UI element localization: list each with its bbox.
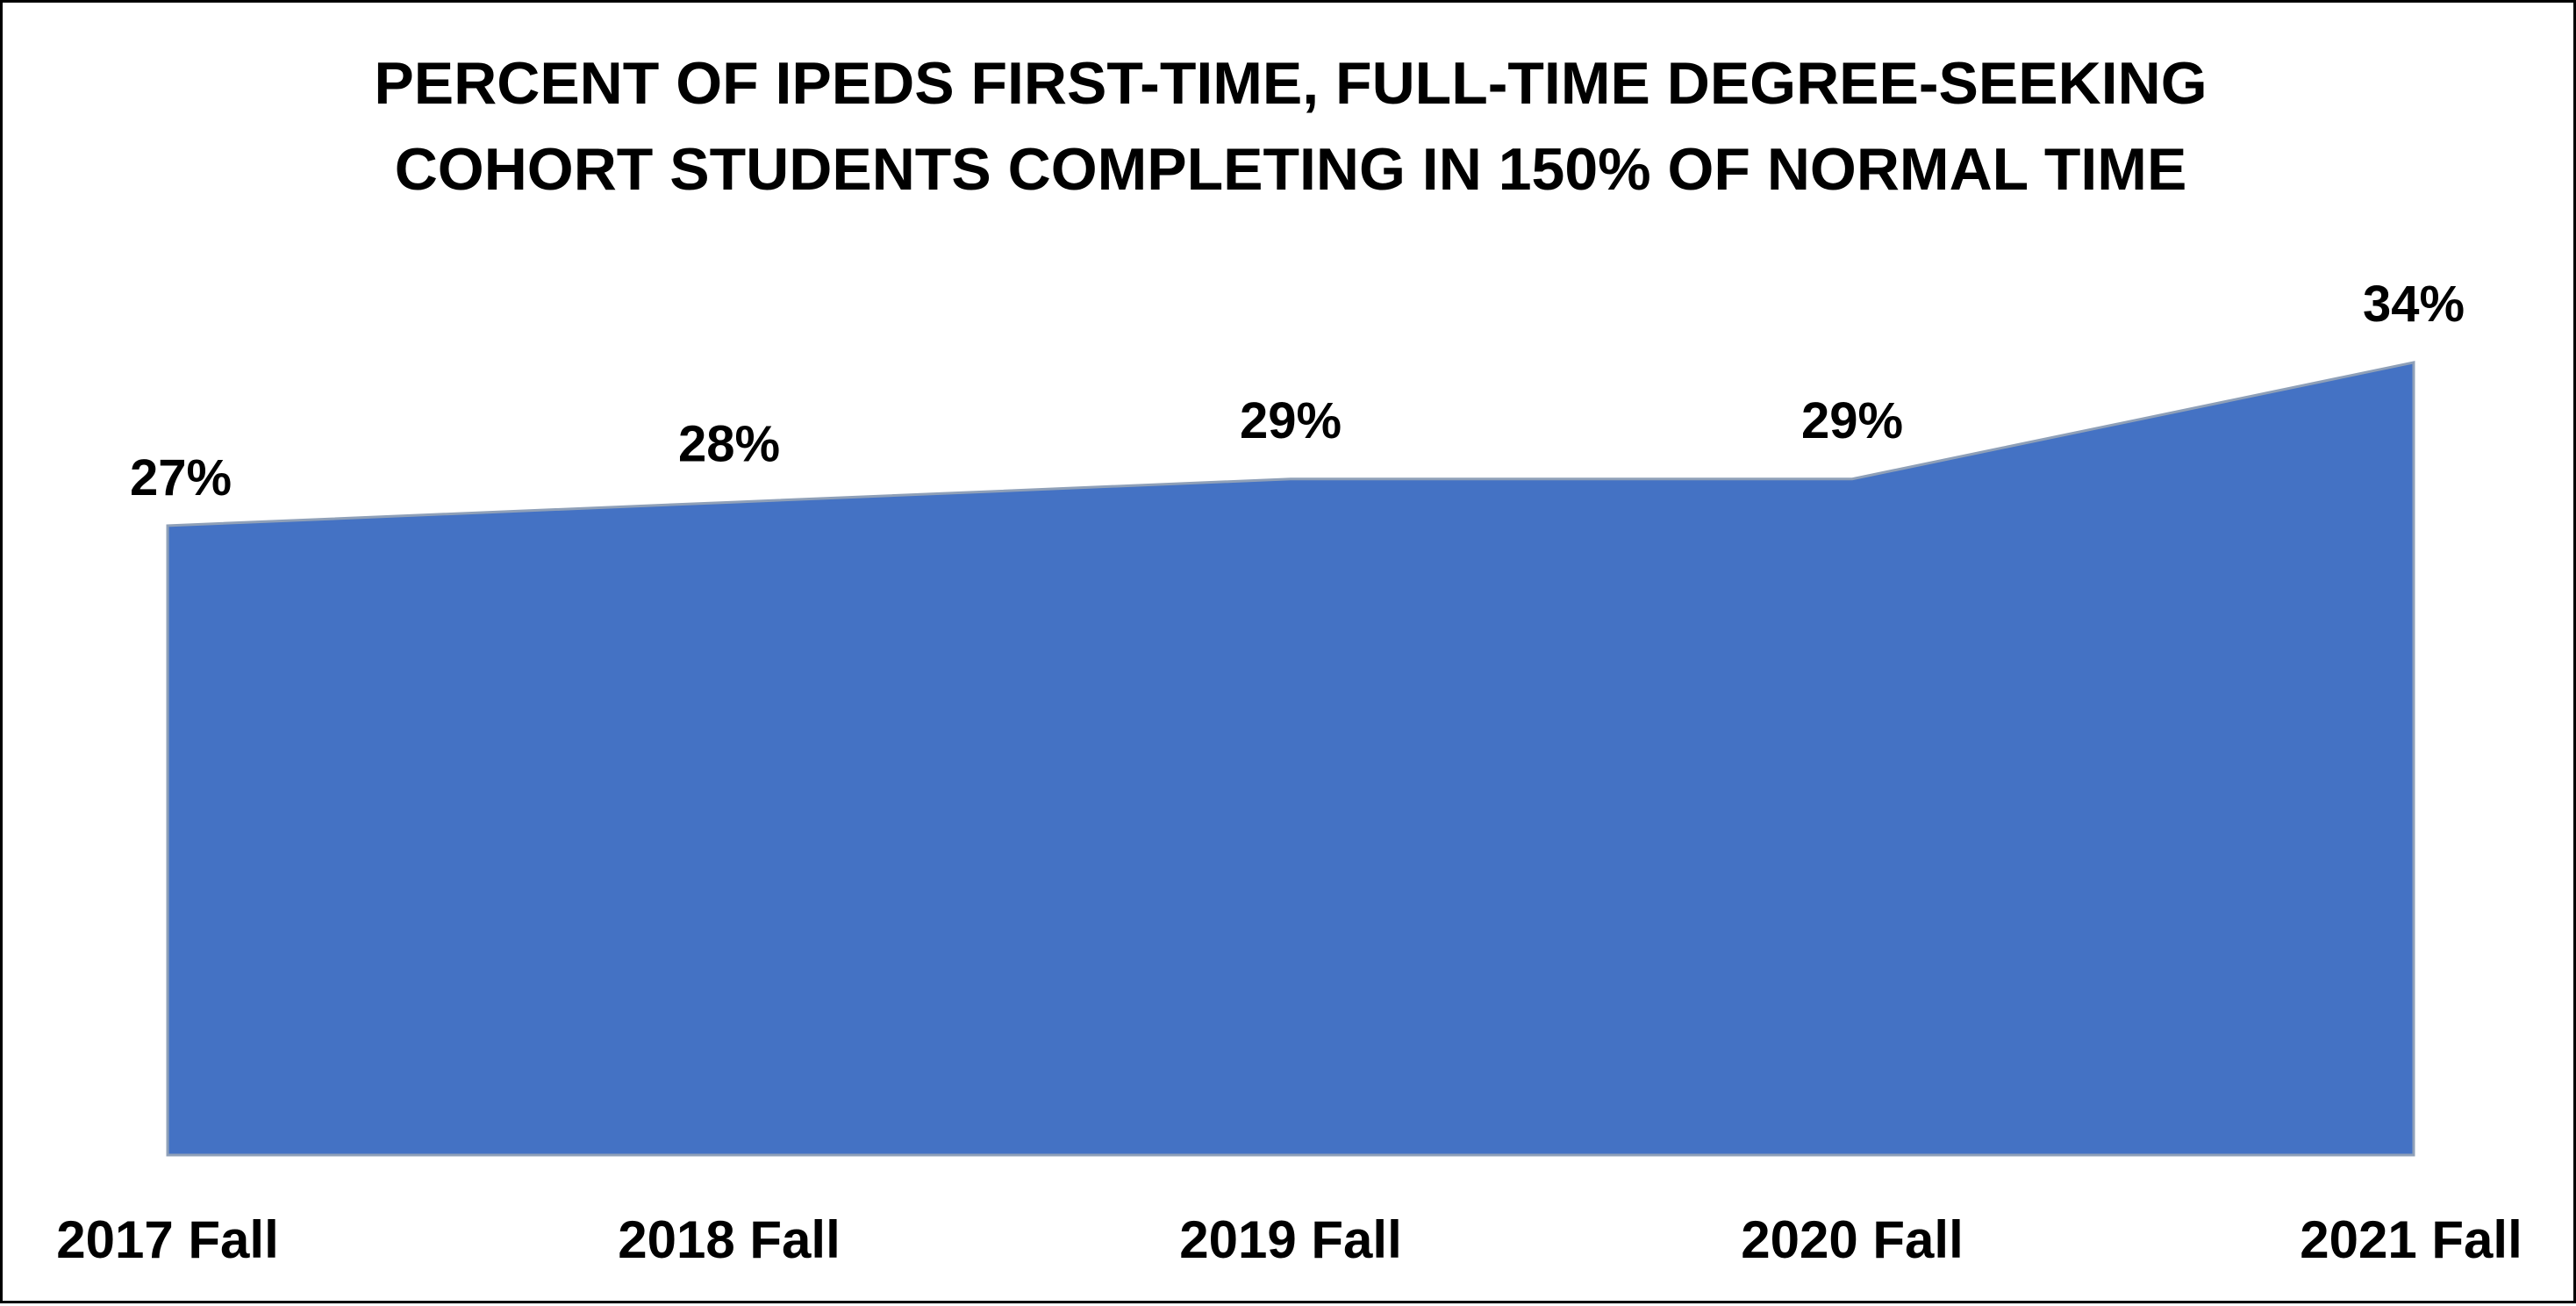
data-label-1: 28% [678, 415, 780, 472]
x-tick-label-3: 2020 Fall [1741, 1210, 1964, 1269]
data-label-0: 27% [130, 449, 232, 506]
x-tick-label-2: 2019 Fall [1179, 1210, 1402, 1269]
area-series [166, 361, 2415, 1157]
data-label-4: 34% [2363, 276, 2465, 333]
data-label-3: 29% [1801, 392, 1903, 449]
chart-title-line-2: COHORT STUDENTS COMPLETING IN 150% OF NO… [395, 136, 2187, 203]
x-tick-label-4: 2021 Fall [2300, 1210, 2522, 1269]
data-label-2: 29% [1240, 392, 1342, 449]
plot-area: 27% 28% 29% 29% 34% 2017 Fall 2018 Fall 2019 Fa… [56, 276, 2522, 1269]
chart-title-line-1: PERCENT OF IPEDS FIRST-TIME, FULL-TIME D… [374, 50, 2207, 117]
area-chart: PERCENT OF IPEDS FIRST-TIME, FULL-TIME D… [56, 50, 2522, 1269]
x-tick-label-1: 2018 Fall [618, 1210, 841, 1269]
x-tick-label-0: 2017 Fall [56, 1210, 279, 1269]
